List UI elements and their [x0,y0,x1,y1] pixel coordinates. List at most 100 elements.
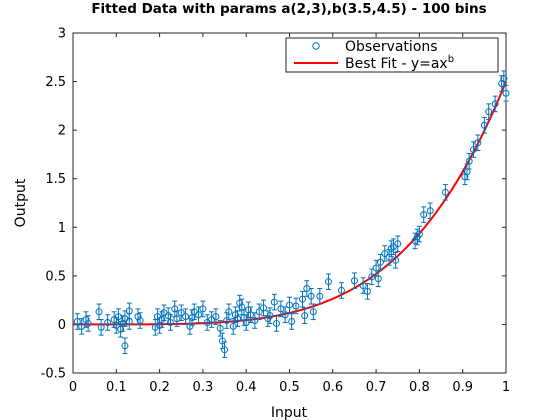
observation-marker [381,250,389,258]
legend-fit-label-superscript: b [448,54,454,65]
observation-point [221,341,229,358]
x-tick-label: 0.8 [409,380,430,395]
y-tick-label: 1 [58,221,66,236]
observation-marker [374,275,382,283]
observation-point [212,308,220,325]
observation-point [441,184,449,201]
observation-point [316,287,324,305]
observation-point [177,304,185,322]
observation-marker [277,305,285,313]
observation-point [266,307,274,324]
observation-marker [368,273,376,281]
observation-marker [266,312,274,320]
observation-marker [385,253,393,261]
x-axis: 0 0.1 0.2 0.3 0.4 0.5 0.6 0.7 0.8 0.9 1 [69,33,510,395]
observation-marker [234,315,242,323]
observation-marker [465,157,473,165]
observation-marker [260,304,268,312]
observation-point [392,252,400,269]
observation-marker [392,256,400,264]
observation-marker [84,319,92,327]
observation-marker [236,299,244,307]
y-tick-label: 2.5 [45,75,66,90]
observation-marker [324,278,332,286]
observation-marker [298,295,306,303]
observation-point [97,319,105,336]
observation-marker [114,313,122,321]
observation-marker [387,245,395,253]
y-tick-label: 1.5 [45,172,66,187]
observation-marker [82,316,90,324]
observation-marker [281,311,289,319]
observation-marker [270,298,278,306]
observation-marker [104,318,112,326]
observation-point [73,313,81,330]
observation-marker [223,317,231,325]
observation-point [104,314,112,331]
observation-marker [359,282,367,290]
observation-point [485,103,493,120]
observation-point [288,313,296,330]
observation-marker [218,337,226,345]
observation-marker [225,308,233,316]
legend-fit-label: Best Fit - y=axb [345,54,454,72]
y-tick-label: 0 [58,318,66,333]
observation-marker [173,315,181,323]
observation-marker [195,311,203,319]
observation-point [394,235,402,253]
observation-point [164,307,172,324]
legend: Observations Best Fit - y=axb [285,37,499,73]
observation-marker [166,318,174,326]
observation-marker [288,318,296,326]
x-tick-label: 1 [502,380,510,395]
observation-point [363,283,371,300]
observation-point [286,296,293,314]
observation-marker [95,308,103,316]
y-tick-label: -0.5 [41,367,66,382]
observation-marker [134,313,142,321]
observation-marker [480,121,488,129]
observation-marker [125,318,133,326]
x-tick-label: 0.4 [236,380,257,395]
observation-marker [394,240,402,248]
observation-marker [420,211,428,219]
observation-marker [441,188,449,196]
observation-point [173,310,181,327]
observation-marker [415,230,423,238]
observations-series [73,70,510,358]
observation-marker [199,305,207,313]
x-tick-label: 0.1 [106,380,127,395]
observation-marker [485,108,493,116]
observation-point [474,134,482,152]
observation-point [281,306,289,323]
legend-observations-marker [312,42,320,50]
observation-marker [376,258,384,266]
observation-marker [307,292,315,300]
observation-marker [502,89,510,97]
observation-marker [247,311,255,319]
y-axis-label: Output [13,178,29,227]
observation-point [502,84,510,102]
x-tick-label: 0.2 [149,380,170,395]
observation-point [195,306,203,323]
observation-marker [301,312,309,320]
observation-point [166,314,174,331]
observation-marker [474,139,482,147]
observation-marker [500,75,508,83]
observation-marker [491,100,499,108]
observation-marker [182,313,190,321]
x-tick-label: 0.3 [193,380,214,395]
plot-area: 0 0.1 0.2 0.3 0.4 0.5 0.6 0.7 0.8 0.9 1 -0.500.511… [41,27,511,396]
observation-point [480,117,488,134]
observation-marker [470,146,478,154]
observation-point [277,300,285,318]
x-tick-label: 0.5 [279,380,300,395]
observation-marker [221,346,229,354]
observation-marker [350,277,358,285]
x-axis-label: Input [271,405,308,420]
observation-marker [255,308,263,316]
observation-point [309,303,317,321]
observation-point [389,238,397,255]
observation-point [337,282,345,299]
